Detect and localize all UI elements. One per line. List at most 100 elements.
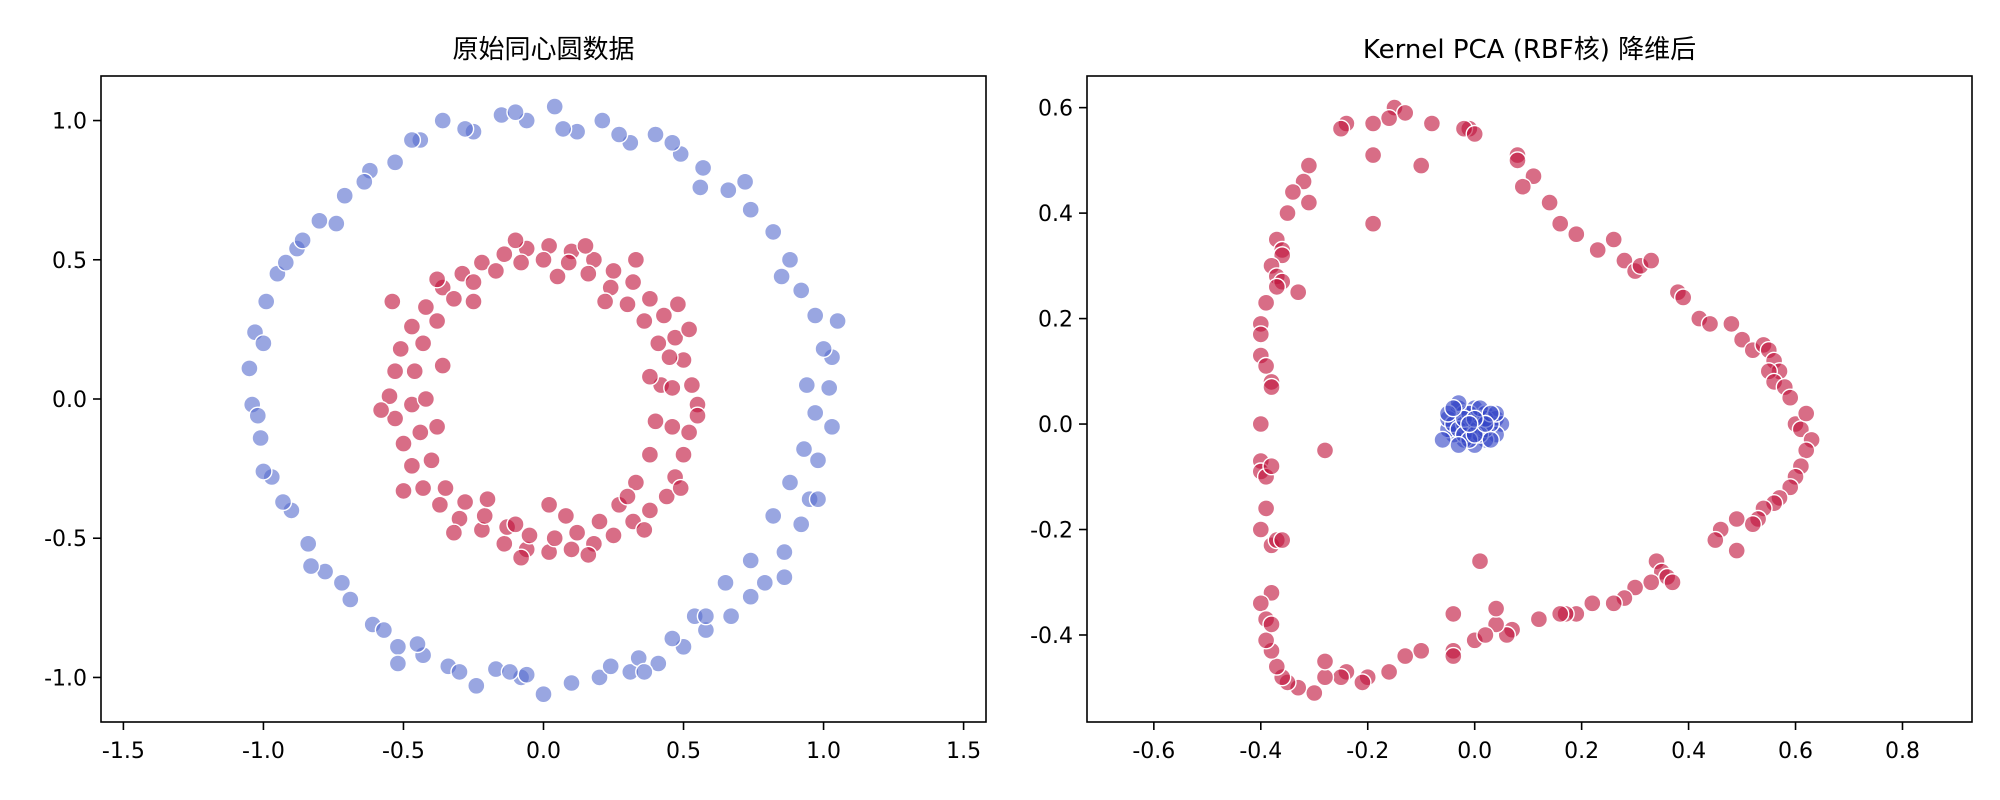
left-series-1-point-18 bbox=[402, 456, 422, 475]
left-series-0-point-17 bbox=[534, 685, 553, 704]
left-series-1-point-63 bbox=[511, 253, 531, 272]
left-series-0-point-63 bbox=[764, 506, 783, 526]
left-series-0-point-69 bbox=[601, 657, 620, 676]
left-series-0-point-34 bbox=[257, 292, 276, 311]
right-series-0-point-43 bbox=[1256, 356, 1276, 376]
left-series-1-point-54 bbox=[422, 451, 441, 470]
left-x-tick-label-0: -1.5 bbox=[102, 739, 145, 764]
left-series-1-point-17 bbox=[413, 478, 433, 498]
left-series-1-point-97 bbox=[416, 389, 436, 409]
left-series-0-point-88 bbox=[609, 125, 629, 144]
left-series-0-point-91 bbox=[735, 172, 755, 192]
left-x-tick-label-5: 1.0 bbox=[806, 739, 841, 764]
left-series-0-point-79 bbox=[254, 334, 273, 353]
left-series-1-point-42 bbox=[646, 412, 665, 431]
left-series-1-point-60 bbox=[444, 289, 464, 308]
left-series-1-point-58 bbox=[413, 334, 433, 353]
right-y-tick-label-0: -0.4 bbox=[1030, 624, 1073, 649]
left-series-0-point-78 bbox=[248, 406, 267, 425]
left-series-1-point-47 bbox=[567, 523, 587, 542]
right-series-0-point-92 bbox=[1470, 552, 1490, 571]
left-series-1-point-83 bbox=[626, 250, 646, 269]
left-x-tick-label-1: -1.0 bbox=[242, 739, 285, 764]
left-series-1-point-46 bbox=[590, 512, 609, 531]
left-series-0-point-40 bbox=[385, 153, 405, 172]
right-series-0-point-16 bbox=[1299, 156, 1319, 175]
left-x-tick-label-3: 0.0 bbox=[526, 739, 561, 764]
right-series-0-point-60 bbox=[1780, 388, 1800, 407]
left-series-1-point-74 bbox=[579, 545, 598, 565]
left-y-tick-label-0: -1.0 bbox=[44, 666, 87, 691]
left-points-layer bbox=[240, 97, 847, 704]
left-series-0-point-95 bbox=[775, 568, 794, 587]
left-series-1-point-43 bbox=[640, 445, 660, 464]
right-series-0-point-101 bbox=[1583, 594, 1602, 613]
left-series-1-point-49 bbox=[520, 526, 539, 545]
left-series-0-point-82 bbox=[327, 214, 346, 233]
left-series-0-point-8 bbox=[755, 573, 774, 592]
left-series-1-point-55 bbox=[411, 423, 430, 442]
left-series-0-point-52 bbox=[693, 158, 713, 178]
right-series-0-point-112 bbox=[1395, 646, 1415, 666]
left-x-tick-label-6: 1.5 bbox=[946, 739, 981, 764]
left-series-1-point-79 bbox=[383, 292, 402, 311]
right-y-tick-label-3: 0.2 bbox=[1038, 308, 1073, 333]
left-series-0-point-9 bbox=[741, 587, 760, 606]
right-y-tick-label-1: -0.2 bbox=[1030, 519, 1073, 544]
left-series-0-point-53 bbox=[719, 180, 738, 200]
left-series-1-point-76 bbox=[444, 523, 464, 542]
right-series-0-point-100 bbox=[1604, 594, 1623, 613]
left-series-1-point-69 bbox=[635, 311, 654, 331]
right-series-0-point-1 bbox=[1395, 103, 1415, 123]
left-series-0-point-48 bbox=[593, 111, 612, 130]
right-series-0-point-119 bbox=[1315, 652, 1335, 671]
left-series-1-point-16 bbox=[430, 495, 450, 514]
right-series-0-point-104 bbox=[1550, 604, 1570, 624]
right-y-tick-label-2: 0.0 bbox=[1038, 413, 1073, 438]
left-series-1-point-37 bbox=[654, 306, 674, 325]
left-series-0-point-85 bbox=[455, 119, 475, 139]
left-x-tick-label-4: 0.5 bbox=[666, 739, 701, 764]
left-series-0-point-98 bbox=[517, 665, 536, 684]
right-x-tick-label-3: 0.0 bbox=[1457, 739, 1492, 764]
left-series-1-point-5 bbox=[657, 487, 676, 506]
left-series-1-point-65 bbox=[559, 253, 578, 272]
left-series-1-point-2 bbox=[679, 423, 699, 442]
right-series-0-point-30 bbox=[1641, 251, 1661, 270]
right-series-0-point-39 bbox=[1256, 293, 1276, 312]
left-series-1-point-23 bbox=[391, 339, 410, 359]
left-series-0-point-76 bbox=[273, 492, 293, 512]
right-series-0-point-47 bbox=[1673, 288, 1693, 307]
right-series-0-point-15 bbox=[1513, 177, 1533, 196]
left-series-1-point-98 bbox=[640, 367, 660, 386]
right-series-0-point-9 bbox=[1465, 124, 1484, 144]
left-series-0-point-55 bbox=[764, 222, 783, 242]
right-series-0-point-110 bbox=[1444, 604, 1463, 624]
left-series-0-point-67 bbox=[663, 629, 682, 648]
right-x-tick-label-7: 0.8 bbox=[1885, 739, 1920, 764]
left-series-1-point-94 bbox=[539, 495, 559, 514]
right-series-0-point-97 bbox=[1641, 573, 1661, 592]
left-series-0-point-75 bbox=[301, 556, 321, 576]
left-series-0-point-13 bbox=[649, 654, 668, 673]
left-series-0-point-57 bbox=[792, 281, 811, 300]
left-series-1-point-99 bbox=[663, 378, 682, 398]
left-series-0-point-90 bbox=[691, 178, 710, 197]
right-series-0-point-45 bbox=[1262, 377, 1281, 397]
right-series-0-point-50 bbox=[1722, 314, 1741, 334]
left-series-1-point-88 bbox=[478, 490, 497, 509]
left-series-1-point-34 bbox=[604, 261, 623, 281]
left-series-1-point-22 bbox=[385, 362, 405, 381]
left-series-1-point-73 bbox=[635, 520, 654, 540]
left-series-0-point-62 bbox=[780, 473, 800, 492]
left-series-0-point-97 bbox=[635, 662, 654, 682]
right-series-0-point-4 bbox=[1331, 119, 1351, 138]
left-series-1-point-36 bbox=[640, 289, 660, 308]
left-series-0-point-56 bbox=[780, 250, 800, 269]
left-series-0-point-42 bbox=[433, 111, 452, 130]
left-series-1-point-78 bbox=[371, 400, 391, 420]
right-series-0-point-5 bbox=[1363, 114, 1383, 133]
left-series-1-point-89 bbox=[427, 417, 447, 436]
right-x-tick-label-2: -0.2 bbox=[1346, 739, 1389, 764]
left-series-1-point-59 bbox=[427, 311, 447, 331]
